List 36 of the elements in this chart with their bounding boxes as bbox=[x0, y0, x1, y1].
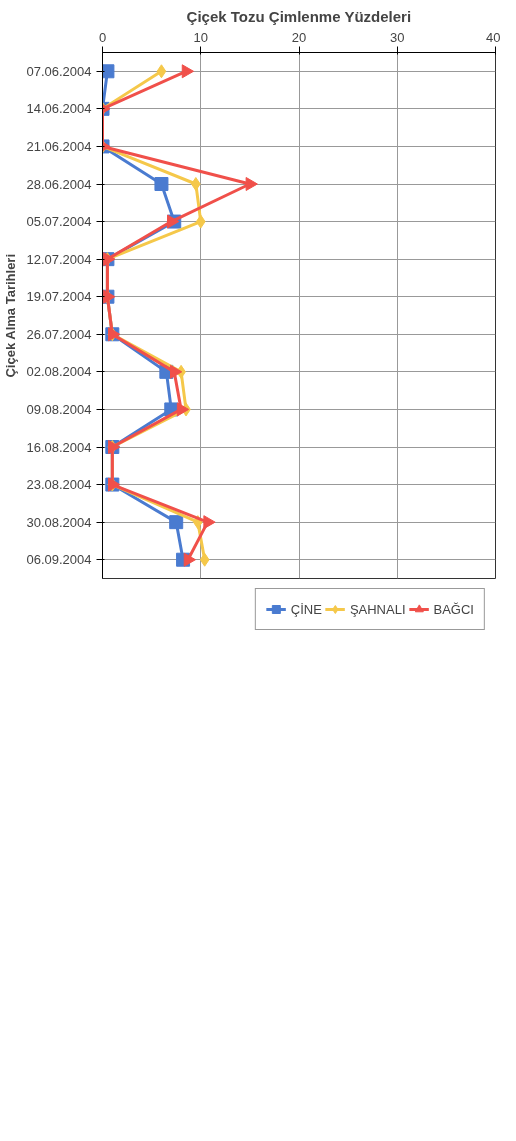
legend-label: BAĞCI bbox=[433, 601, 474, 617]
y-axis-title: Çiçek Alma Tarihleri bbox=[3, 253, 19, 378]
point bbox=[156, 64, 167, 79]
x-tick-label: 30 bbox=[390, 29, 405, 45]
y-tick-label: 19.07.2004 bbox=[26, 289, 92, 305]
y-tick-label: 05.07.2004 bbox=[26, 214, 92, 230]
y-tick-label: 09.08.2004 bbox=[26, 401, 92, 417]
y-tick-label: 16.08.2004 bbox=[26, 439, 92, 455]
point bbox=[183, 552, 196, 567]
point bbox=[203, 515, 216, 530]
y-tick-label: 14.06.2004 bbox=[26, 101, 92, 117]
y-tick-label: 12.07.2004 bbox=[26, 251, 92, 267]
x-tick-label: 10 bbox=[193, 29, 208, 45]
y-tick-label: 30.08.2004 bbox=[26, 514, 92, 530]
y-tick-label: 21.06.2004 bbox=[26, 138, 92, 154]
x-tick-label: 40 bbox=[486, 29, 501, 45]
point bbox=[199, 552, 210, 567]
legend-label: ÇİNE bbox=[290, 601, 322, 617]
point bbox=[176, 402, 190, 417]
point bbox=[195, 214, 206, 229]
point bbox=[191, 177, 201, 191]
y-tick-label: 07.06.2004 bbox=[26, 63, 92, 79]
y-tick-label: 02.08.2004 bbox=[26, 364, 92, 380]
point bbox=[154, 177, 169, 191]
y-tick-label: 26.07.2004 bbox=[26, 326, 92, 342]
x-tick-label: 20 bbox=[291, 29, 307, 45]
y-tick-label: 06.09.2004 bbox=[26, 552, 92, 568]
point bbox=[169, 515, 184, 530]
point bbox=[102, 64, 115, 79]
point bbox=[181, 64, 195, 79]
y-tick-label: 28.06.2004 bbox=[26, 176, 92, 192]
point bbox=[169, 364, 183, 379]
legend-label: ŞAHNALI bbox=[349, 601, 406, 617]
chart-title: Çiçek Tozu Çimlenme Yüzdeleri bbox=[186, 7, 412, 25]
y-tick-label: 23.08.2004 bbox=[26, 477, 92, 493]
x-tick-label: 0 bbox=[98, 29, 107, 45]
